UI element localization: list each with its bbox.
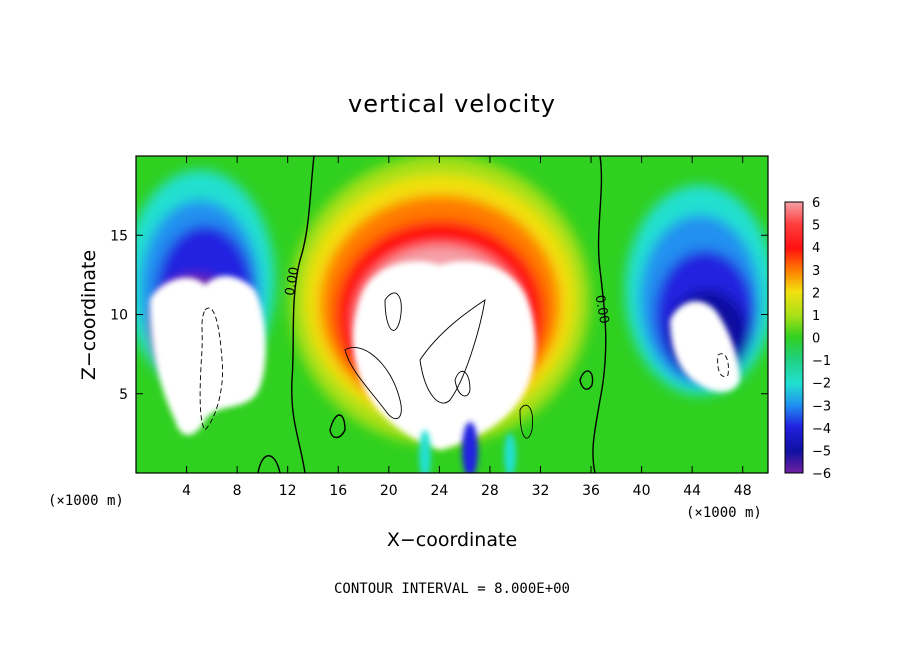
colorbar-tick-label: 6: [812, 196, 820, 211]
axis-ticks: [136, 156, 768, 473]
colorbar-tick-label: 3: [812, 264, 820, 279]
x-axis-label: X−coordinate: [387, 529, 517, 551]
y-tick-label: 5: [119, 387, 128, 403]
colorbar-tick-label: −3: [812, 399, 831, 414]
y-tick-label: 10: [110, 308, 128, 324]
colorbar-tick-label: −1: [812, 354, 831, 369]
x-tick-label: 28: [481, 483, 499, 499]
contour-label-right: 0.00: [592, 294, 612, 325]
x-tick-label: 36: [582, 483, 600, 499]
zero-contours: [257, 156, 607, 473]
y-axis-label: Z−coordinate: [78, 250, 100, 380]
x-tick-label: 44: [683, 483, 701, 499]
contour-label-left: 0.00: [283, 266, 303, 297]
x-tick-label: 48: [734, 483, 752, 499]
x-tick-label: 40: [633, 483, 651, 499]
x-tick-label: 16: [329, 483, 347, 499]
chart-title: vertical velocity: [348, 90, 556, 118]
colorbar: [784, 201, 804, 474]
colorbar-tick-label: −2: [812, 377, 831, 392]
colorbar-tick-label: 5: [812, 219, 820, 234]
colorbar-tick-label: 2: [812, 286, 820, 301]
x-tick-labels: 4 8 12 16 20 24 28 32 36 40 44 48: [182, 483, 752, 499]
x-tick-label: 24: [430, 483, 448, 499]
heatmap-field: [136, 156, 768, 473]
x-tick-label: 32: [532, 483, 550, 499]
colorbar-tick-label: 0: [812, 332, 820, 347]
x-unit-label-right: (×1000 m): [686, 505, 762, 521]
x-tick-label: 4: [182, 483, 191, 499]
x-unit-label-left: (×1000 m): [48, 493, 124, 509]
x-tick-label: 20: [380, 483, 398, 499]
colorbar-tick-label: −5: [812, 444, 831, 459]
x-tick-label: 12: [279, 483, 297, 499]
inner-contours: [344, 292, 533, 439]
contour-interval-text: CONTOUR INTERVAL = 8.000E+00: [334, 581, 570, 597]
x-tick-label: 8: [233, 483, 242, 499]
y-tick-label: 15: [110, 228, 128, 244]
colorbar-tick-label: −6: [812, 467, 831, 482]
colorbar-tick-label: 4: [812, 241, 820, 256]
y-tick-labels: 5 10 15: [110, 228, 128, 403]
colorbar-tick-label: 1: [812, 309, 820, 324]
colorbar-tick-label: −4: [812, 422, 831, 437]
negative-contours: [199, 307, 729, 431]
colorbar-labels: 6 5 4 3 2 1 0 −1 −2 −3 −4 −5 −6: [812, 196, 831, 482]
